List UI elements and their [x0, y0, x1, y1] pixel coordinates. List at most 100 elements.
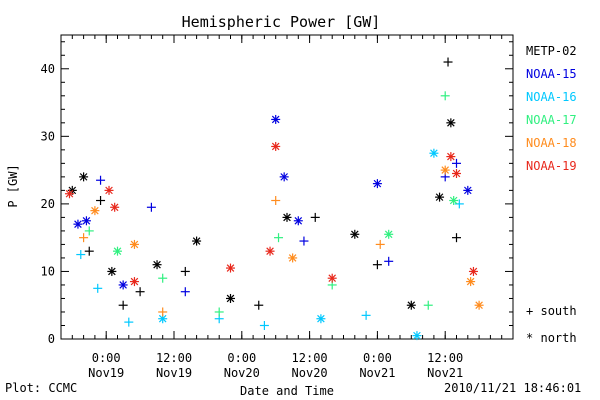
marker-legend-south-label: south — [540, 304, 577, 318]
south-point-noaa-15 — [299, 236, 309, 246]
north-point-metp-02 — [152, 260, 162, 270]
north-point-metp-02 — [435, 192, 445, 202]
x-tick-time: 12:00 — [156, 351, 192, 365]
x-tick-time: 12:00 — [427, 351, 463, 365]
south-point-noaa-18 — [158, 307, 168, 317]
north-point-noaa-15 — [372, 179, 382, 189]
marker-legend-south: + south — [526, 298, 577, 325]
south-point-noaa-18 — [79, 233, 89, 243]
north-point-noaa-19 — [129, 277, 139, 287]
series-legend: METP-02 NOAA-15 NOAA-16 NOAA-17 NOAA-18 NOAA-… — [526, 40, 577, 178]
north-point-noaa-19 — [452, 168, 461, 178]
north-point-noaa-19 — [327, 273, 337, 283]
south-point-noaa-15 — [384, 256, 394, 266]
north-point-noaa-16 — [429, 148, 439, 158]
legend-item-noaa-18: NOAA-18 — [526, 136, 577, 150]
legend-item-noaa-16: NOAA-16 — [526, 90, 577, 104]
x-tick-time: 12:00 — [292, 351, 328, 365]
x-tick-date: Nov20 — [292, 366, 328, 380]
south-point-noaa-17 — [84, 226, 94, 236]
x-tick-time: 0:00 — [363, 351, 392, 365]
north-point-noaa-18 — [474, 300, 484, 310]
south-point-metp-02 — [254, 300, 264, 310]
south-point-noaa-17 — [423, 300, 433, 310]
south-point-metp-02 — [443, 57, 453, 67]
north-point-metp-02 — [226, 293, 235, 303]
north-point-noaa-19 — [104, 185, 114, 195]
north-point-noaa-18 — [466, 277, 476, 287]
north-point-noaa-19 — [271, 141, 281, 151]
y-tick-label: 20 — [41, 197, 55, 211]
north-point-noaa-15 — [279, 172, 289, 182]
x-axis: 0:00Nov1912:00Nov190:00Nov2012:00Nov200:… — [60, 35, 514, 380]
north-point-noaa-19 — [265, 246, 275, 256]
x-tick-time: 0:00 — [227, 351, 256, 365]
plus-marker-icon: + — [526, 304, 534, 318]
south-point-noaa-17 — [214, 307, 224, 317]
x-tick-date: Nov21 — [359, 366, 395, 380]
north-point-noaa-18 — [440, 165, 450, 175]
south-point-metp-02 — [310, 212, 320, 222]
x-tick-time: 0:00 — [92, 351, 121, 365]
north-point-noaa-15 — [463, 185, 473, 195]
marker-legend: + south * north — [526, 298, 577, 352]
north-point-noaa-15 — [73, 219, 83, 229]
south-point-noaa-18 — [271, 196, 281, 206]
legend-item-noaa-17: NOAA-17 — [526, 113, 577, 127]
y-axis-label: P [GW] — [6, 164, 20, 207]
legend-item-noaa-15: NOAA-15 — [526, 67, 577, 81]
north-point-noaa-15 — [271, 114, 281, 124]
north-point-noaa-18 — [90, 206, 100, 216]
south-point-noaa-18 — [375, 239, 385, 249]
south-point-metp-02 — [180, 266, 190, 276]
south-point-metp-02 — [118, 300, 128, 310]
north-point-noaa-16 — [412, 331, 422, 341]
footer-timestamp: 2010/11/21 18:46:01 — [444, 381, 582, 395]
south-point-noaa-16 — [259, 320, 269, 330]
south-point-metp-02 — [135, 287, 145, 297]
north-point-noaa-17 — [384, 229, 394, 239]
south-point-metp-02 — [452, 233, 461, 243]
x-tick-date: Nov21 — [427, 366, 463, 380]
south-point-metp-02 — [84, 246, 94, 256]
south-point-noaa-16 — [93, 283, 103, 293]
north-point-metp-02 — [282, 212, 292, 222]
legend-item-noaa-19: NOAA-19 — [526, 159, 577, 173]
y-tick-label: 0 — [48, 332, 55, 346]
south-point-noaa-15 — [180, 287, 190, 297]
south-point-noaa-16 — [124, 317, 134, 327]
marker-legend-north-label: north — [540, 331, 577, 345]
north-point-metp-02 — [406, 300, 416, 310]
north-point-metp-02 — [446, 118, 456, 128]
south-point-noaa-17 — [274, 233, 284, 243]
south-point-noaa-15 — [96, 175, 106, 185]
south-point-noaa-17 — [440, 91, 450, 101]
north-point-noaa-16 — [316, 314, 326, 324]
north-point-noaa-19 — [226, 263, 235, 273]
south-point-noaa-17 — [158, 273, 168, 283]
south-point-metp-02 — [372, 260, 382, 270]
north-point-noaa-15 — [118, 280, 128, 290]
north-point-metp-02 — [79, 172, 89, 182]
marker-legend-north: * north — [526, 325, 577, 352]
footer-left: Plot: CCMC — [5, 381, 78, 395]
y-tick-label: 10 — [41, 264, 55, 278]
north-point-noaa-19 — [468, 266, 478, 276]
chart-title: Hemispheric Power [GW] — [182, 13, 381, 31]
north-point-noaa-17 — [113, 246, 122, 256]
y-axis: 0 10 20 30 40 — [41, 41, 513, 346]
x-tick-date: Nov19 — [156, 366, 192, 380]
north-point-noaa-19 — [110, 202, 120, 212]
plot-frame — [60, 34, 514, 340]
south-point-noaa-15 — [452, 158, 461, 168]
north-point-noaa-18 — [129, 239, 139, 249]
north-point-noaa-19 — [446, 152, 456, 162]
north-point-noaa-18 — [288, 253, 298, 263]
north-point-noaa-15 — [81, 216, 91, 226]
x-tick-date: Nov20 — [224, 366, 260, 380]
data-points — [64, 57, 484, 341]
south-point-noaa-16 — [361, 310, 371, 320]
north-point-metp-02 — [350, 229, 360, 239]
y-tick-label: 30 — [41, 129, 55, 143]
